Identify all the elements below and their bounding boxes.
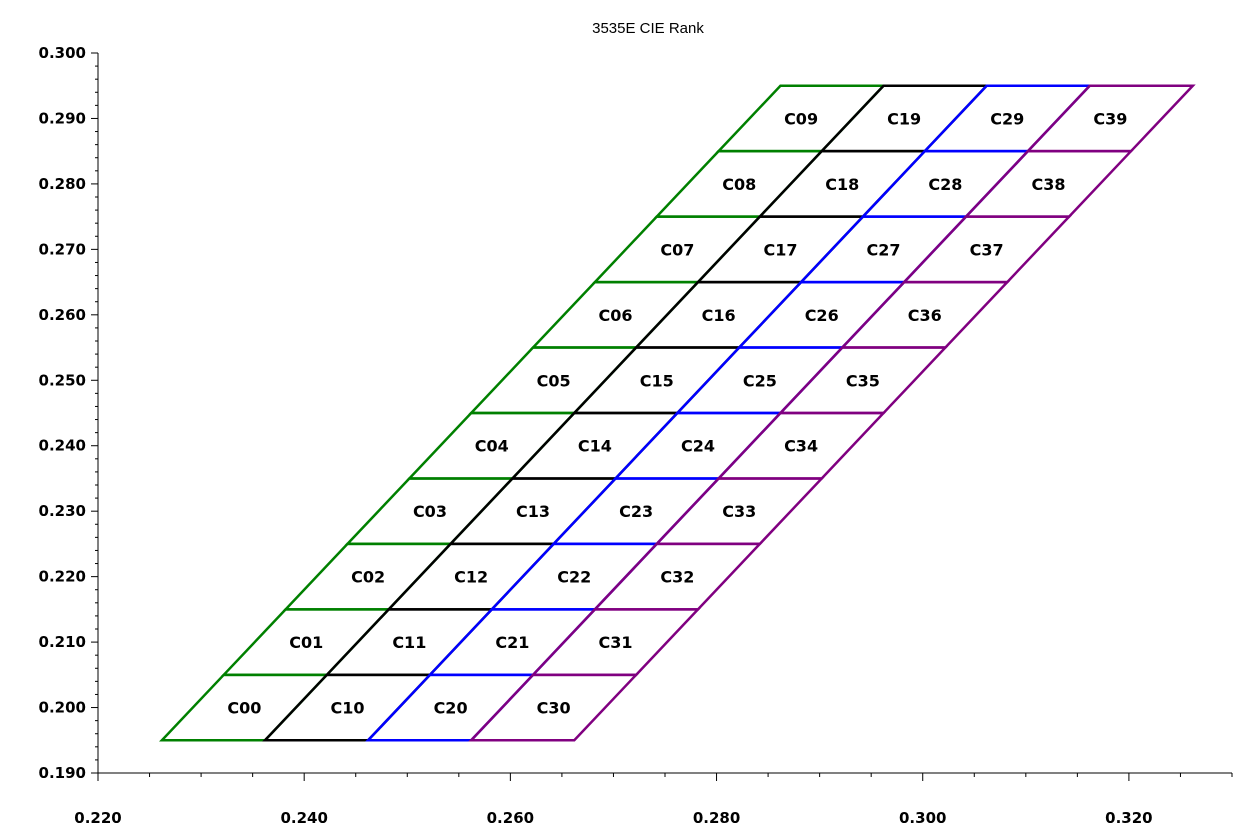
- rank-label-c10: C10: [330, 699, 364, 718]
- rank-label-c17: C17: [763, 240, 797, 259]
- rank-label-c19: C19: [887, 109, 921, 128]
- rank-label-c09: C09: [784, 109, 818, 128]
- x-tick-label: 0.220: [74, 809, 121, 827]
- rank-label-c01: C01: [289, 633, 323, 652]
- y-tick-label: 0.200: [39, 699, 86, 717]
- x-tick-label: 0.240: [280, 809, 327, 827]
- rank-label-c07: C07: [660, 240, 694, 259]
- rank-label-c35: C35: [846, 371, 880, 390]
- y-tick-label: 0.190: [39, 764, 86, 782]
- rank-label-c13: C13: [516, 502, 550, 521]
- chart-title: 3535E CIE Rank: [592, 20, 704, 37]
- y-tick-label: 0.260: [39, 306, 86, 324]
- rank-label-c00: C00: [227, 699, 261, 718]
- rank-label-c22: C22: [557, 568, 591, 587]
- rank-label-c06: C06: [599, 306, 633, 325]
- y-tick-label: 0.280: [39, 175, 86, 193]
- rank-label-c25: C25: [743, 371, 777, 390]
- rank-label-c37: C37: [970, 240, 1004, 259]
- rank-label-c18: C18: [825, 175, 859, 194]
- rank-cells: C00 C01 C02 C03 C04 C05 C06 C07 C08 C09 C10 C11 C12 C…: [159, 84, 1196, 742]
- rank-label-c24: C24: [681, 437, 715, 456]
- rank-label-c05: C05: [537, 371, 571, 390]
- rank-label-c26: C26: [805, 306, 839, 325]
- rank-label-c16: C16: [702, 306, 736, 325]
- rank-label-c34: C34: [784, 437, 818, 456]
- y-tick-label: 0.240: [39, 437, 86, 455]
- rank-label-c14: C14: [578, 437, 612, 456]
- rank-label-c30: C30: [537, 699, 571, 718]
- rank-label-c03: C03: [413, 502, 447, 521]
- rank-cell-c39: [1024, 84, 1196, 153]
- x-tick-label: 0.280: [693, 809, 740, 827]
- y-tick-label: 0.210: [39, 633, 86, 651]
- rank-label-c36: C36: [908, 306, 942, 325]
- rank-label-c28: C28: [928, 175, 962, 194]
- rank-label-c04: C04: [475, 437, 509, 456]
- rank-label-c27: C27: [867, 240, 901, 259]
- axes: 0.190 0.200 0.210 0.220 0.230 0.240 0.250 0.260…: [39, 44, 1233, 827]
- rank-label-c15: C15: [640, 371, 674, 390]
- rank-label-c08: C08: [722, 175, 756, 194]
- x-tick-label: 0.260: [487, 809, 534, 827]
- rank-label-c02: C02: [351, 568, 385, 587]
- y-tick-label: 0.300: [39, 44, 86, 62]
- rank-label-c32: C32: [660, 568, 694, 587]
- y-tick-label: 0.270: [39, 240, 86, 258]
- rank-label-c23: C23: [619, 502, 653, 521]
- rank-label-c12: C12: [454, 568, 488, 587]
- y-tick-label: 0.250: [39, 371, 86, 389]
- rank-label-c11: C11: [392, 633, 426, 652]
- x-tick-label: 0.320: [1105, 809, 1152, 827]
- rank-label-c29: C29: [990, 109, 1024, 128]
- rank-label-c39: C39: [1093, 109, 1127, 128]
- rank-label-c21: C21: [495, 633, 529, 652]
- rank-label-c33: C33: [722, 502, 756, 521]
- rank-label-c20: C20: [434, 699, 468, 718]
- y-tick-label: 0.220: [39, 568, 86, 586]
- x-tick-label: 0.300: [899, 809, 946, 827]
- y-tick-label: 0.290: [39, 109, 86, 127]
- rank-label-c38: C38: [1031, 175, 1065, 194]
- y-tick-label: 0.230: [39, 502, 86, 520]
- rank-label-c31: C31: [599, 633, 633, 652]
